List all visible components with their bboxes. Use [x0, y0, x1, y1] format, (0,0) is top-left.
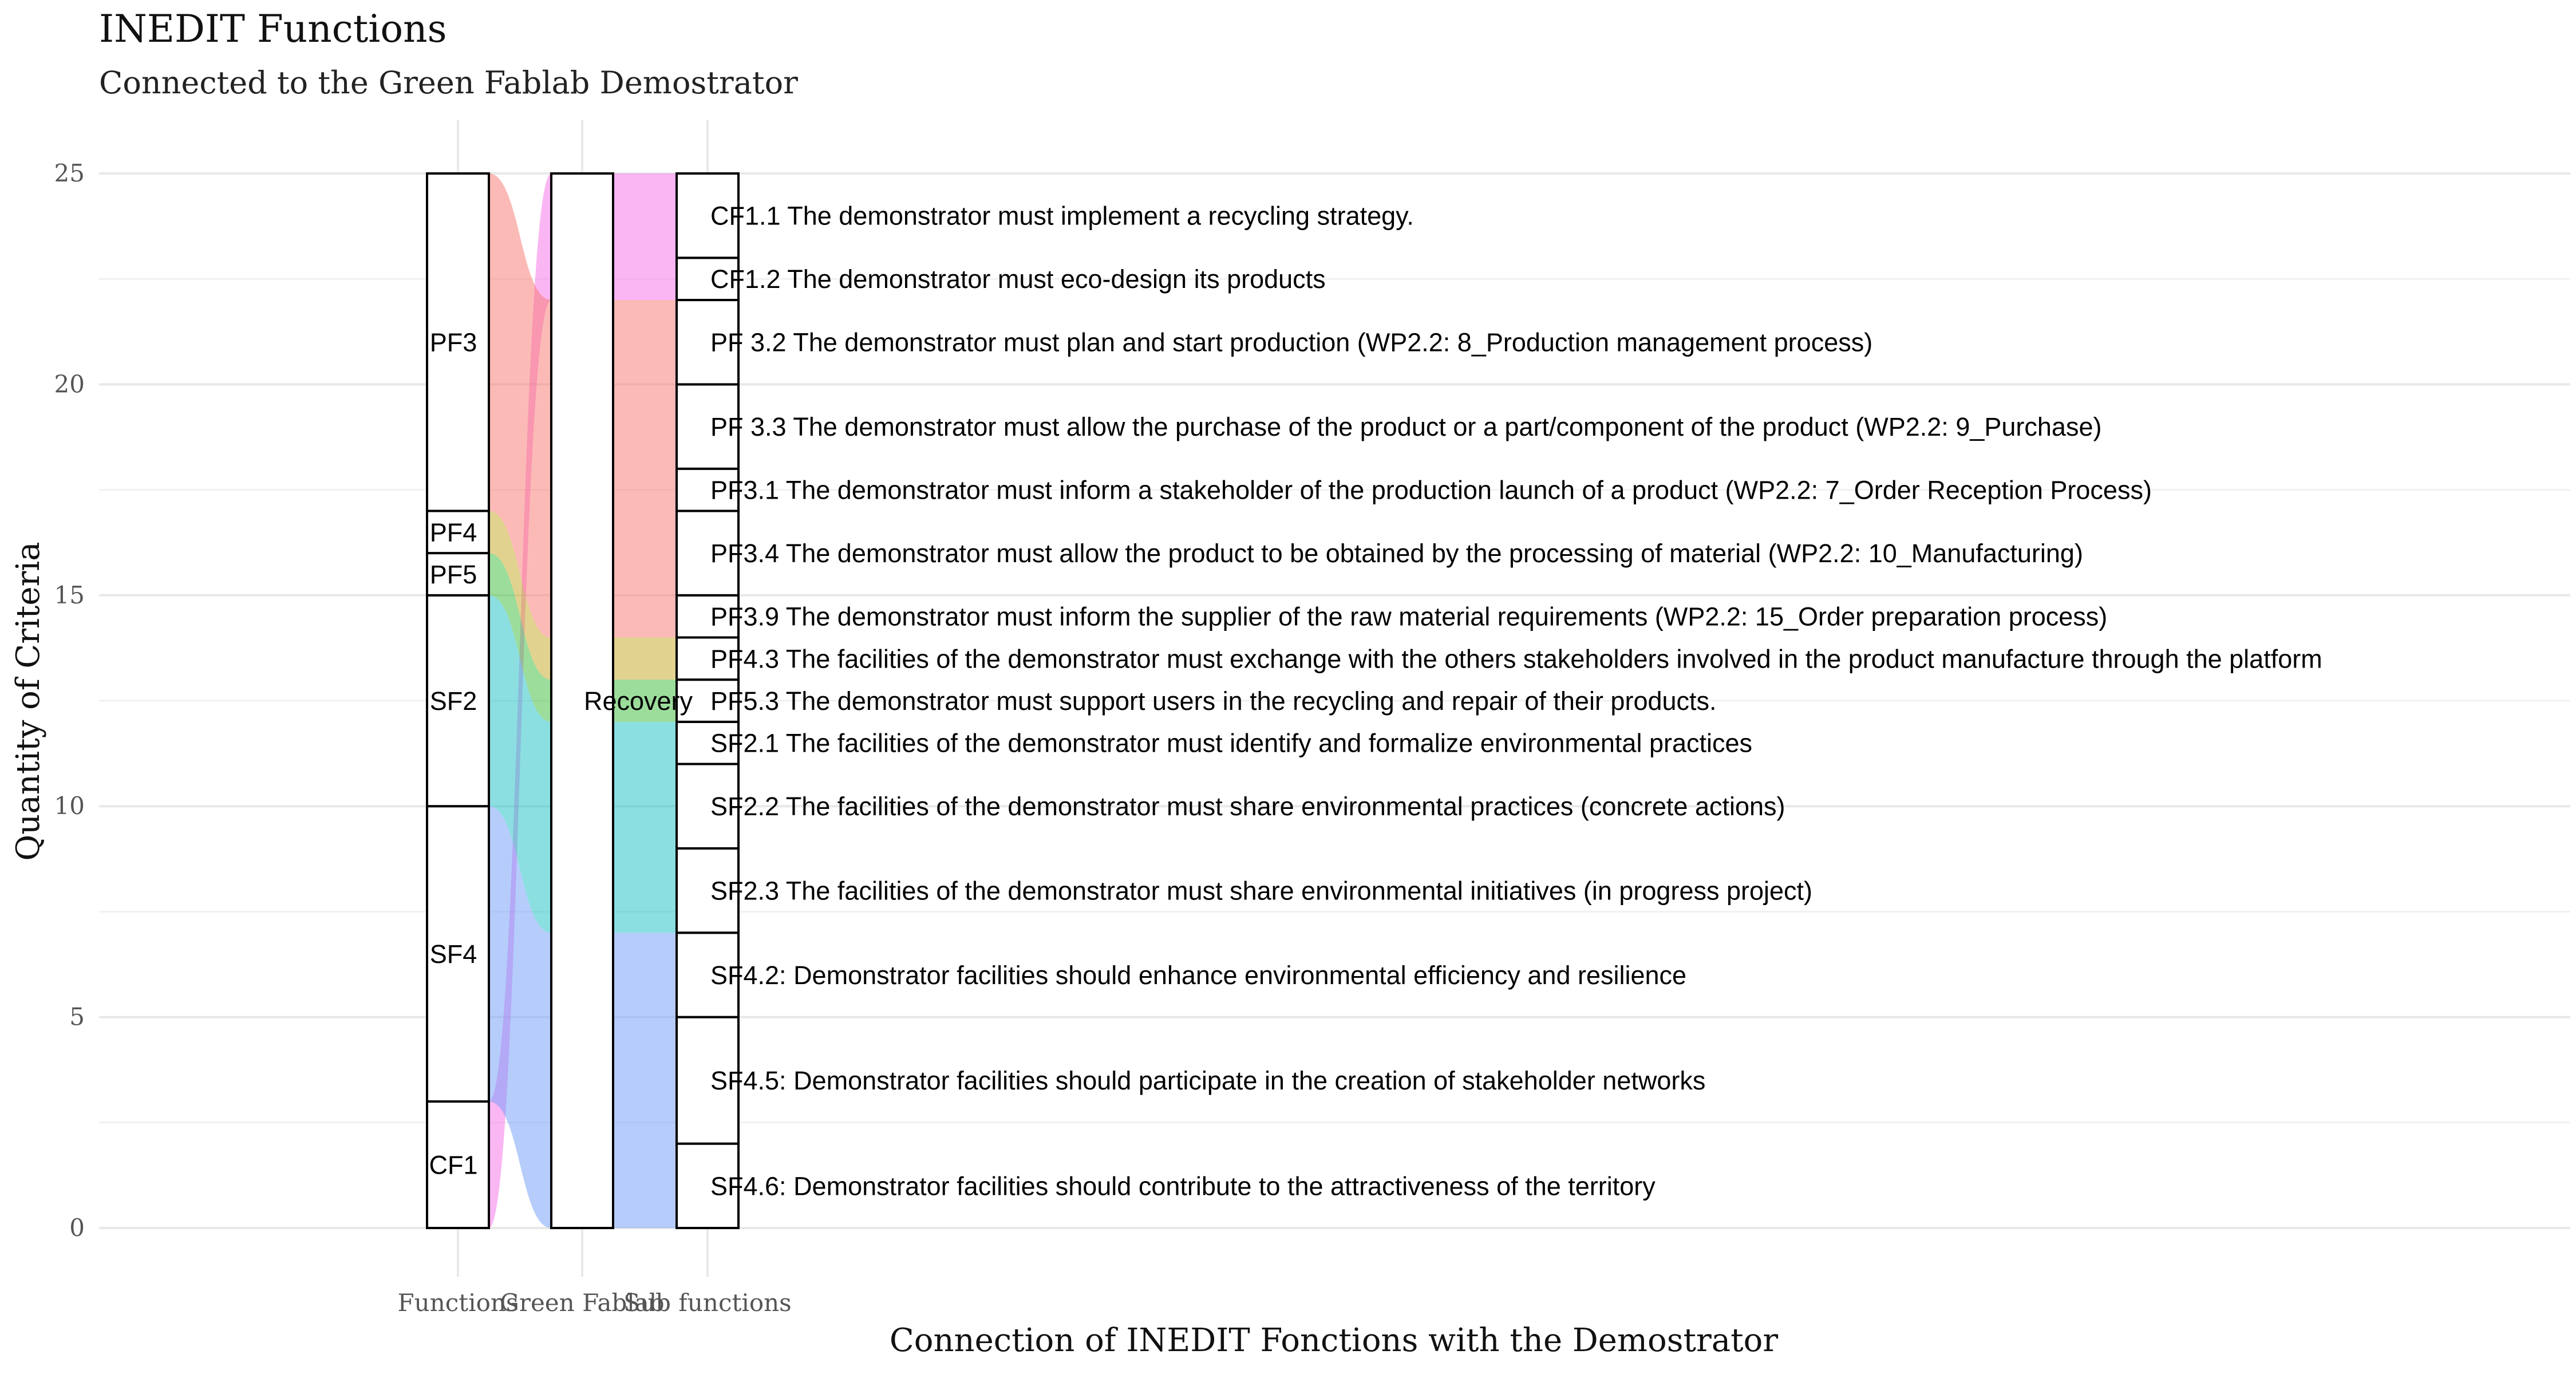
stratum-label-pf3: PF3: [430, 328, 477, 357]
subfunction-label: SF2.1 The facilities of the demonstrator…: [710, 729, 1752, 758]
flow-recovery-to-sf2: [613, 721, 677, 933]
strata: [426, 172, 740, 1230]
stratum-subfunction: [675, 299, 740, 386]
flow-recovery-to-pf3: [613, 300, 677, 638]
subfunction-label: PF4.3 The facilities of the demonstrator…: [710, 644, 2322, 673]
stratum-function-sf4: [426, 805, 490, 1103]
stratum-function-pf3: [426, 172, 490, 512]
y-axis-title: Quantity of Criteria: [10, 542, 47, 860]
subfunction-label: PF3.4 The demonstrator must allow the pr…: [710, 539, 2083, 568]
stratum-label-pf5: PF5: [430, 560, 477, 589]
subfunction-label: SF2.3 The facilities of the demonstrator…: [710, 876, 1812, 906]
stratum-subfunction: [675, 594, 740, 639]
subfunction-label: PF5.3 The demonstrator must support user…: [710, 686, 1717, 716]
stratum-subfunction: [675, 763, 740, 850]
stratum-demonstrator: [550, 172, 614, 1229]
stratum-subfunction: [675, 636, 740, 681]
flow-recovery-to-cf1: [613, 173, 677, 301]
chart-title: INEDIT Functions: [99, 7, 447, 51]
flow-pf4-to-recovery: [489, 511, 551, 680]
stratum-subfunction: [675, 467, 740, 512]
stratum-subfunction: [675, 678, 740, 723]
y-tick-label: 20: [54, 370, 85, 398]
x-axis-title: Connection of INEDIT Fonctions with the …: [890, 1322, 1778, 1359]
stratum-label-pf4: PF4: [430, 518, 477, 547]
y-tick-label: 5: [69, 1003, 85, 1031]
stratum-subfunction: [675, 1016, 740, 1145]
y-tick-label: 10: [54, 792, 85, 820]
stratum-label-recovery: Recovery: [584, 686, 693, 716]
subfunction-label: CF1.2 The demonstrator must eco-design i…: [710, 264, 1326, 294]
flow-sf4-to-recovery: [489, 806, 551, 1228]
flow-pf5-to-recovery: [489, 553, 551, 722]
chart-subtitle: Connected to the Green Fablab Demostrato…: [99, 65, 798, 101]
stratum-labels: CF1 SF4 SF2 PF5 PF4 PF3 Recovery SF4.6: Demonst…: [429, 202, 2322, 1201]
flow-recovery-to-pf4: [613, 637, 677, 680]
stratum-subfunction: [675, 931, 740, 1018]
stratum-label-sf4: SF4: [430, 939, 477, 969]
stratum-function-pf4: [426, 510, 490, 555]
stratum-subfunction: [675, 172, 740, 259]
flow-pf3-to-recovery: [489, 173, 551, 638]
subfunction-label: SF4.5: Demonstrator facilities should pa…: [710, 1066, 1705, 1095]
x-axis-label: Green Fablab: [500, 1289, 664, 1317]
stratum-subfunction: [675, 256, 740, 302]
y-tick-label: 25: [54, 159, 85, 187]
flow-recovery-to-pf5: [613, 680, 677, 722]
flow-recovery-to-sf4: [613, 933, 677, 1228]
stratum-subfunction: [675, 720, 740, 765]
y-tick-label: 0: [69, 1214, 85, 1242]
stratum-label-cf1: CF1: [429, 1150, 477, 1179]
subfunction-label: PF 3.3 The demonstrator must allow the p…: [710, 412, 2101, 441]
stratum-label-sf2: SF2: [430, 686, 477, 716]
y-tick-label: 15: [54, 581, 85, 609]
stratum-function-sf2: [426, 594, 490, 808]
flow-sf2-to-recovery: [489, 595, 551, 933]
subfunction-label: SF4.2: Demonstrator facilities should en…: [710, 961, 1686, 990]
flows: [489, 173, 677, 1228]
subfunction-label: CF1.1 The demonstrator must implement a …: [710, 202, 1414, 231]
x-axis-label: Sub functions: [623, 1289, 791, 1317]
subfunction-label: PF3.9 The demonstrator must inform the s…: [710, 602, 2107, 631]
subfunction-label: SF2.2 The facilities of the demonstrator…: [710, 792, 1785, 821]
subfunction-label: SF4.6: Demonstrator facilities should co…: [710, 1171, 1656, 1201]
stratum-function-cf1: [426, 1100, 490, 1229]
x-axis-label: Functions: [398, 1289, 519, 1317]
subfunction-label: PF3.1 The demonstrator must inform a sta…: [710, 476, 2152, 505]
subfunction-label: PF 3.2 The demonstrator must plan and st…: [710, 328, 1872, 357]
